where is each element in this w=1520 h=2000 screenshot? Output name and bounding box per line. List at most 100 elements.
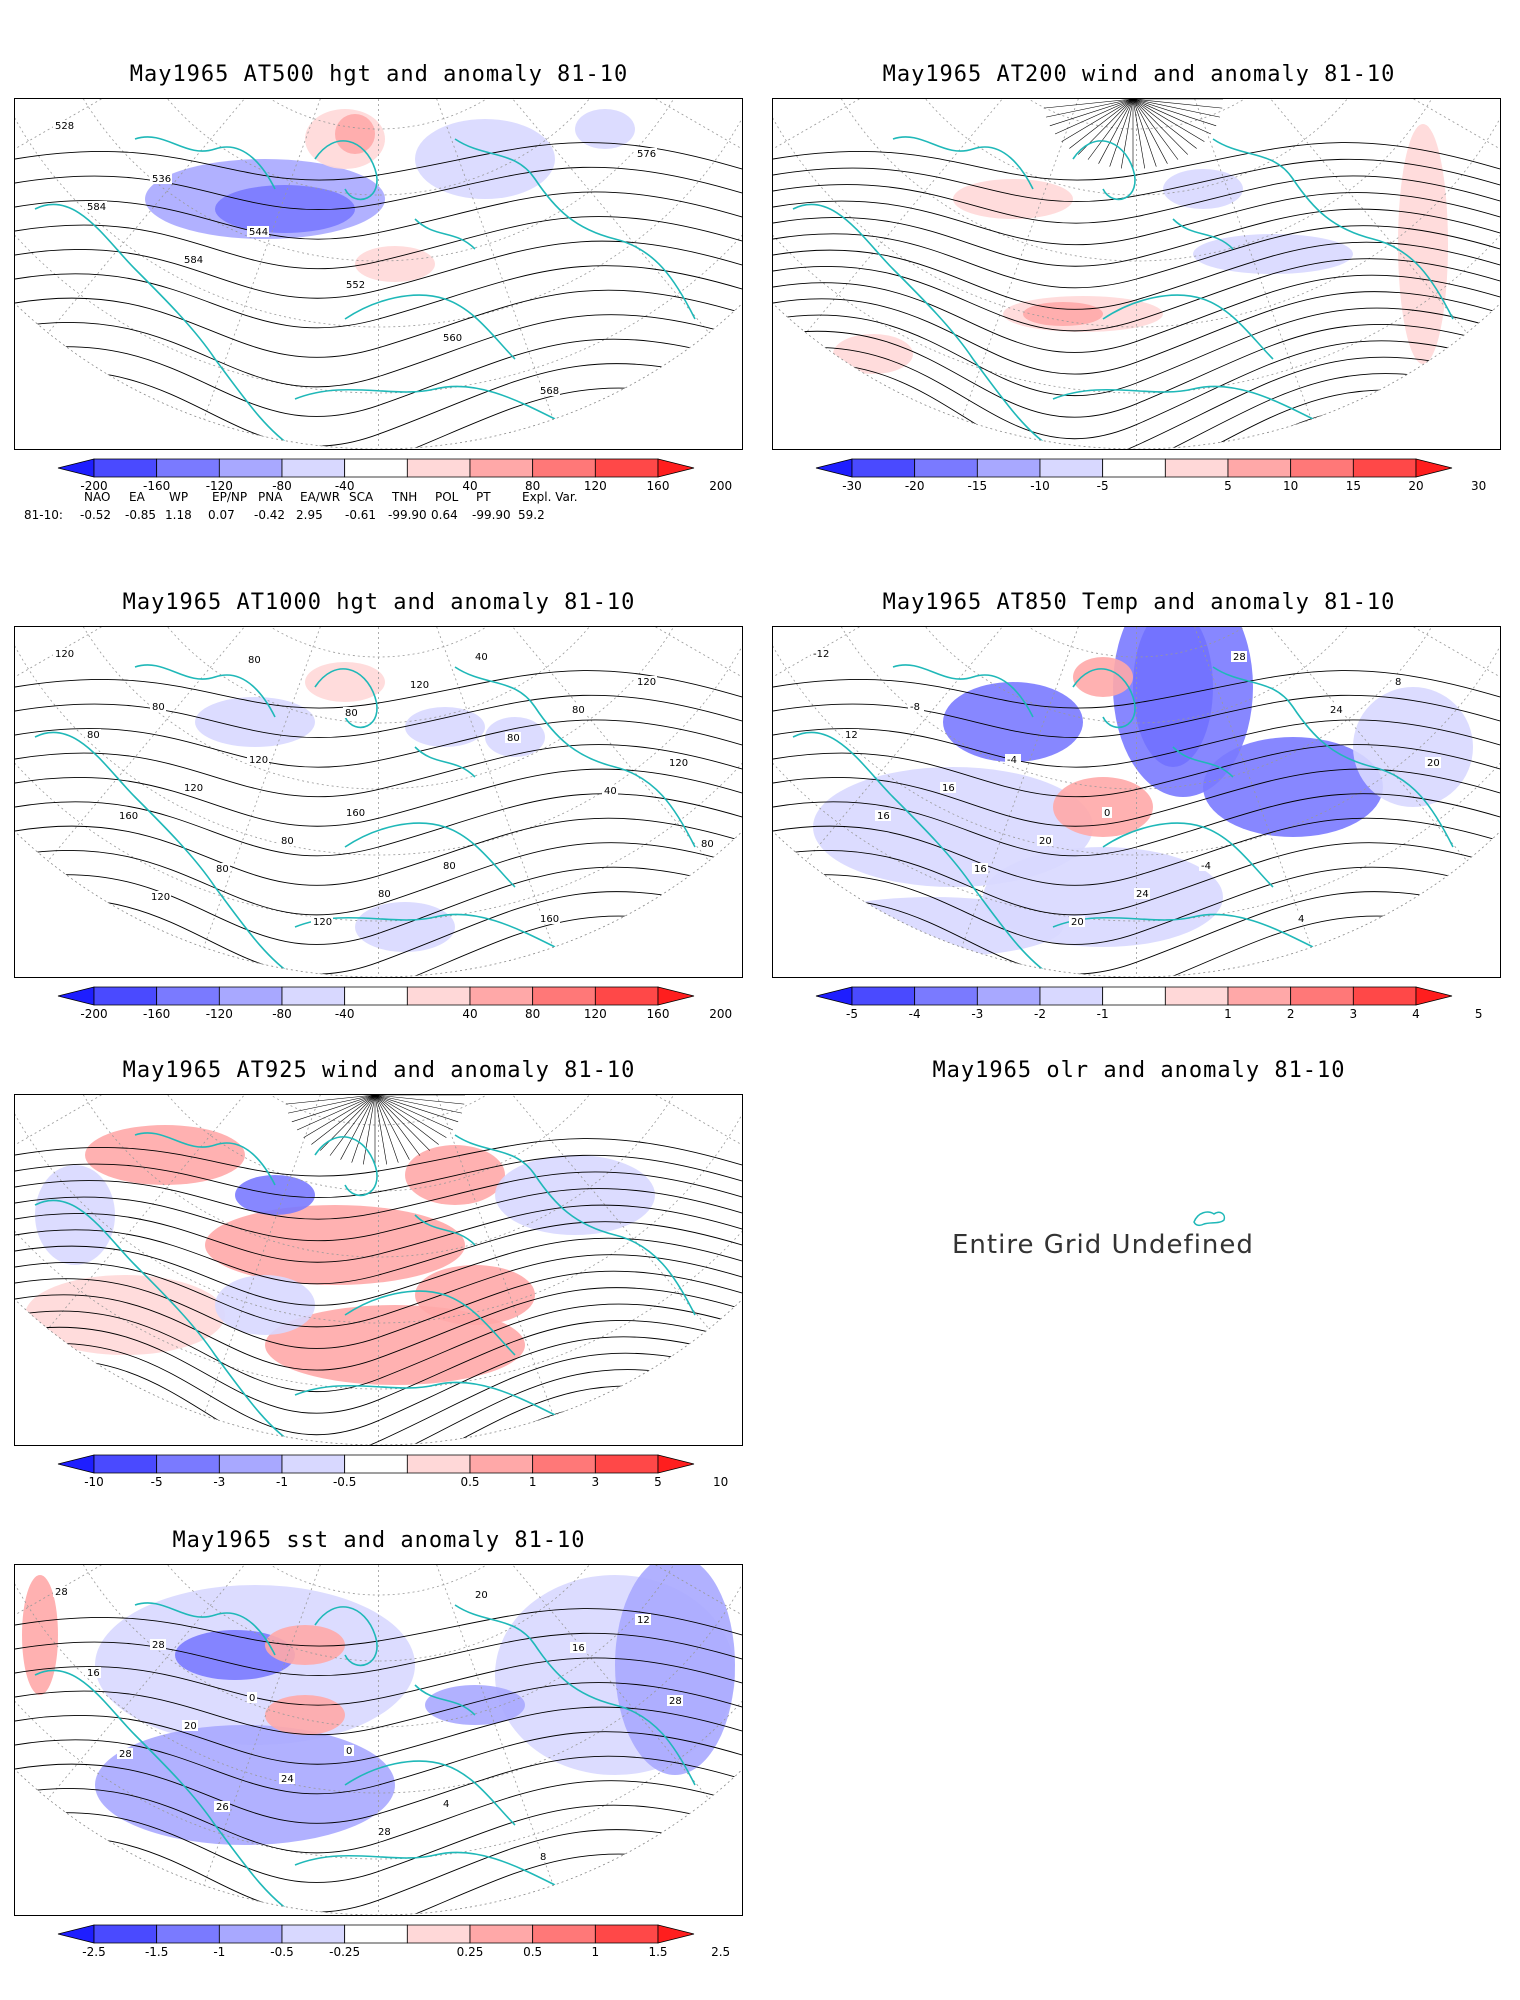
streamline <box>374 1095 447 1138</box>
streamline <box>374 1095 465 1105</box>
contour-label: 0 <box>249 1693 255 1704</box>
contour-label: -4 <box>1201 861 1211 872</box>
streamline <box>1132 99 1179 160</box>
contour-label: 4 <box>443 1799 449 1810</box>
anomaly-region <box>405 707 485 747</box>
coastline <box>414 746 476 778</box>
colorbar-segment <box>532 986 596 1006</box>
contour-label: 28 <box>119 1749 132 1760</box>
colorbar-tick-label: 3 <box>1349 1007 1358 1021</box>
colorbar-segment <box>93 1454 158 1474</box>
coastline <box>314 668 378 729</box>
contour-label: 20 <box>184 1721 197 1732</box>
coastline <box>34 731 296 977</box>
colorbar-segment <box>344 986 408 1006</box>
contour-label: 160 <box>346 808 365 819</box>
coastline <box>1072 668 1136 729</box>
colorbar-tick-label: -20 <box>904 479 925 493</box>
contour-label: 0 <box>1104 808 1110 819</box>
colorbar-tick-label: -200 <box>80 1007 108 1021</box>
coastline <box>344 294 516 360</box>
anomaly-region <box>405 1145 505 1205</box>
colorbar-tick-label: -40 <box>334 479 355 493</box>
anomaly-region <box>615 1565 735 1775</box>
colorbar-segment <box>406 1924 471 1944</box>
anomaly-region <box>425 1685 525 1725</box>
colorbar-segment <box>281 986 346 1006</box>
contour-label-bg <box>311 916 333 927</box>
contour-line <box>15 719 742 768</box>
contour-label: 80 <box>507 733 520 744</box>
colorbar-segment <box>914 986 978 1006</box>
colorbar-tick-label: 160 <box>646 1007 670 1021</box>
colorbar-tick-label: 15 <box>1345 479 1361 493</box>
colorbar: -200 -160 -120 -80 -40 40 80 120 160 200 <box>57 458 732 493</box>
contour-label: 120 <box>249 755 268 766</box>
colorbar-tick-label: -5 <box>1096 479 1109 493</box>
streamline <box>1132 99 1217 127</box>
meridian-line <box>776 627 1137 897</box>
contour-label: 80 <box>701 839 714 850</box>
colorbar-tick-label: 10 <box>713 1475 729 1489</box>
colorbar-tick-label: -2 <box>1034 1007 1046 1021</box>
contour-label-bg <box>441 860 457 871</box>
colorbar-segment <box>1415 458 1453 478</box>
panel-title: May1965 AT500 hgt and anomaly 81-10 <box>129 62 629 87</box>
colorbar-graphic <box>57 1454 695 1474</box>
colorbar-tick-label: 120 <box>583 1007 607 1021</box>
meridian-line <box>378 627 571 977</box>
colorbar-tick-label: -80 <box>272 1007 292 1021</box>
meridian-line <box>378 1565 571 1915</box>
coastline <box>454 1134 696 1316</box>
contour-label: 80 <box>248 655 261 666</box>
coastline <box>792 731 1054 977</box>
colorbar-tick-label: 200 <box>709 479 733 493</box>
colorbar-tick-label: 160 <box>646 479 670 493</box>
contour-label: 16 <box>877 811 890 822</box>
colorbar-segment <box>344 1924 408 1944</box>
anomaly-region <box>1353 687 1473 807</box>
streamline <box>15 1270 742 1349</box>
contour-line <box>773 670 1500 709</box>
contour-line <box>773 891 1500 975</box>
colorbar-segment <box>657 1924 695 1944</box>
colorbar-tick-label: 20 <box>1408 479 1424 493</box>
meridian-line <box>944 627 1137 977</box>
contour-label-bg <box>635 676 657 687</box>
contour-label: 120 <box>313 917 332 928</box>
colorbar-tick-label: -200 <box>80 479 108 493</box>
colorbar-segment <box>156 458 220 478</box>
contour-label: 4 <box>1298 914 1304 925</box>
colorbar-tick-label: 30 <box>1471 479 1487 493</box>
coastline <box>414 1684 476 1716</box>
contour-label: 80 <box>281 836 294 847</box>
contour-label-bg <box>699 838 715 849</box>
colorbar-segment <box>1352 986 1417 1006</box>
streamline <box>15 1319 742 1414</box>
colorbar-tick-label: -3 <box>213 1475 226 1489</box>
contour-label: 20 <box>1039 836 1052 847</box>
colorbar-tick-label: 1 <box>591 1945 600 1959</box>
contour-label-bg <box>1231 651 1247 662</box>
coastline <box>892 664 1034 718</box>
contour-label: 80 <box>87 730 100 741</box>
streamline <box>1046 99 1134 118</box>
meridian-line <box>18 627 379 897</box>
contour-label-bg <box>538 385 560 396</box>
colorbar-segment <box>469 986 534 1006</box>
anomaly-region <box>415 1265 535 1325</box>
contour-line <box>15 891 742 975</box>
meridian-line <box>378 99 571 449</box>
coastline <box>344 1290 516 1356</box>
meridian-line <box>186 1565 379 1915</box>
map-frame: 120 80 120 160 80 160 120 80 120 80 80 40 80 120 160 80… <box>14 626 743 978</box>
contour-label: 576 <box>637 149 656 160</box>
colorbar-ticks: -30 -20 -15 -10 -5 5 10 15 20 30 <box>816 479 1486 495</box>
streamline <box>773 208 1500 267</box>
colorbar-segment <box>594 1924 659 1944</box>
contour-label-bg <box>344 279 366 290</box>
streamline <box>15 1336 742 1436</box>
colorbar-segment <box>1039 986 1104 1006</box>
colorbar-segment <box>344 458 408 478</box>
contour-label-bg <box>408 679 430 690</box>
